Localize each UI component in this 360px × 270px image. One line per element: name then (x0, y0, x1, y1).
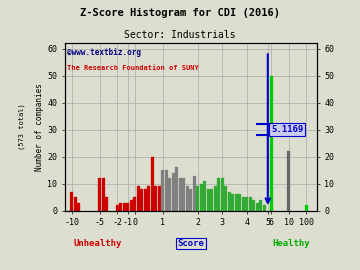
Bar (70, 192, 73, 211)
Bar (263, 205, 266, 211)
Text: Unhealthy: Unhealthy (73, 239, 122, 248)
Bar (193, 176, 196, 211)
Bar (102, 178, 105, 211)
Bar (144, 189, 147, 211)
Bar (158, 186, 161, 211)
Bar (203, 181, 206, 211)
Bar (196, 186, 199, 211)
Bar (259, 200, 262, 211)
Bar (161, 170, 165, 211)
Bar (137, 186, 140, 211)
Bar (123, 202, 126, 211)
Bar (270, 76, 273, 211)
Bar (105, 197, 108, 211)
Text: Healthy: Healthy (273, 239, 310, 248)
Bar (231, 194, 234, 211)
Bar (168, 178, 171, 211)
Bar (200, 184, 203, 211)
Bar (245, 197, 248, 211)
Bar (249, 197, 252, 211)
Bar (140, 189, 143, 211)
Bar (182, 178, 185, 211)
Bar (147, 186, 150, 211)
Bar (217, 178, 220, 211)
Text: (573 total): (573 total) (19, 103, 25, 150)
Bar (116, 205, 119, 211)
Text: ©www.textbiz.org: ©www.textbiz.org (67, 48, 141, 57)
Bar (98, 178, 102, 211)
Bar (242, 197, 245, 211)
Bar (305, 205, 308, 211)
Bar (154, 186, 157, 211)
Bar (151, 157, 154, 211)
Bar (133, 197, 136, 211)
Bar (126, 202, 129, 211)
Bar (175, 167, 178, 211)
Bar (214, 186, 217, 211)
Text: Sector: Industrials: Sector: Industrials (124, 30, 236, 40)
Bar (235, 194, 238, 211)
Bar (207, 189, 210, 211)
Bar (224, 186, 228, 211)
Bar (119, 202, 122, 211)
Bar (210, 189, 213, 211)
Bar (228, 192, 231, 211)
Text: Score: Score (177, 239, 204, 248)
Text: 5.1169: 5.1169 (271, 125, 303, 134)
Bar (221, 178, 224, 211)
Bar (130, 200, 133, 211)
Bar (186, 186, 189, 211)
Bar (287, 151, 291, 211)
Bar (238, 194, 241, 211)
Bar (189, 189, 192, 211)
Text: Z-Score Histogram for CDI (2016): Z-Score Histogram for CDI (2016) (80, 8, 280, 18)
Bar (172, 173, 175, 211)
Y-axis label: Number of companies: Number of companies (35, 83, 44, 171)
Bar (179, 178, 182, 211)
Text: The Research Foundation of SUNY: The Research Foundation of SUNY (67, 65, 199, 71)
Bar (256, 202, 259, 211)
Bar (252, 200, 255, 211)
Bar (74, 197, 77, 211)
Bar (77, 202, 80, 211)
Bar (165, 170, 168, 211)
